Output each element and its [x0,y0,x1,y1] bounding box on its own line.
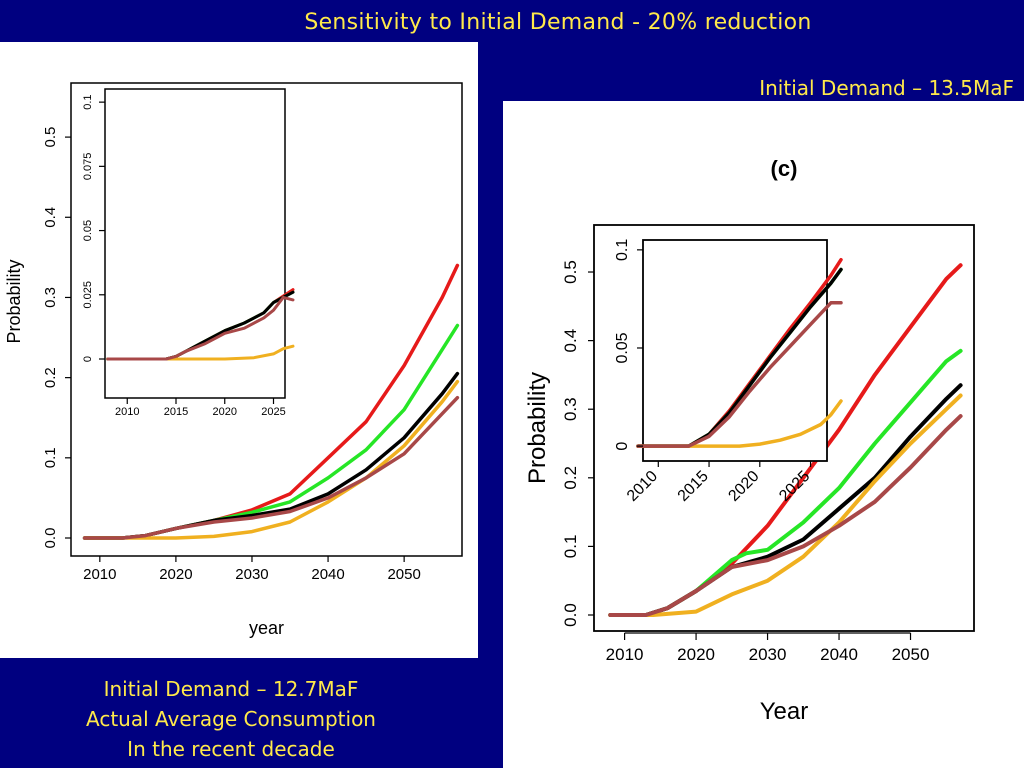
caption-line-consumption: Actual Average Consumption [86,707,376,731]
left-inset-ytick-label: 0.05 [82,220,94,241]
left-inset-ytick-label: 0.075 [82,153,94,181]
left-main-ytick-label: 0.0 [42,528,59,549]
left-main-ytick-label: 0.5 [42,127,59,148]
left-inset-ytick-label: 0.025 [82,281,94,309]
right-inset-ytick-label: 0.05 [614,332,631,363]
right-inset-ytick-label: 0 [614,442,631,451]
right-main-xtick-label: 2050 [892,645,930,664]
left-inset-plot-frame [104,88,286,399]
left-inset-series-brown-line [106,295,295,361]
right-inset-plot-frame [642,239,828,462]
left-main-series-brown-line [82,395,460,540]
left-main-xtick-label: 2040 [311,566,344,583]
right-main-ytick-label: 0.3 [561,397,580,421]
left-main-ytick-label: 0.1 [42,447,59,468]
right-main-xtick-label: 2010 [606,645,644,664]
caption-line-demand: Initial Demand – 12.7MaF [103,677,359,701]
left-main-ytick-label: 0.3 [42,287,59,308]
left-main-xtick-label: 2050 [387,566,420,583]
right-main-ytick-label: 0.2 [561,466,580,490]
left-chart-caption: Initial Demand – 12.7MaF Actual Average … [0,674,462,764]
left-chart-svg: 2010 2020 2030 2040 2050 0.0 0.1 0.2 0.3 0.4 0.5 ye… [4,82,463,638]
left-main-plot-frame [70,82,463,557]
left-inset-chart: 2010 2015 2020 2025 0 0.025 0.05 0.075 0.1 [82,88,295,418]
right-inset-series-brown-line [636,301,843,448]
left-chart-panel: 2010 2020 2030 2040 2050 0.0 0.1 0.2 0.3 0.4 0.5 ye… [0,42,478,658]
caption-line-decade: In the recent decade [127,737,335,761]
right-main-xtick-label: 2040 [820,645,858,664]
left-inset-series-orange-line [106,344,295,361]
left-main-series-orange-line [82,379,460,540]
right-inset-ytick-label: 0.1 [614,239,631,261]
left-main-ytick-label: 0.2 [42,367,59,388]
right-main-ytick-label: 0.0 [561,603,580,627]
right-inset-xtick-label: 2010 [624,468,661,505]
left-inset-xtick-label: 2020 [213,406,237,418]
right-inset-xtick-label: 2015 [675,468,712,505]
right-main-series-brown-line [608,414,963,617]
right-main-ytick-label: 0.1 [561,535,580,559]
left-main-xtick-label: 2030 [235,566,268,583]
right-chart-panel: 2010 2020 2030 2040 2050 0.0 0.1 0.2 0.3 0.4 0.5 Ye… [503,101,1024,768]
right-inset-series-orange-line [636,399,843,448]
left-main-xtick-label: 2020 [159,566,192,583]
left-inset-xtick-label: 2025 [261,406,285,418]
right-main-xtick-label: 2030 [749,645,787,664]
right-chart-caption: Initial Demand – 13.5MaF [759,76,1014,100]
slide-title: Sensitivity to Initial Demand - 20% redu… [304,10,812,35]
left-inset-ytick-label: 0.1 [82,94,94,109]
left-inset-xtick-label: 2015 [164,406,188,418]
left-main-ytick-label: 0.4 [42,207,59,228]
right-main-x-axis-title: Year [760,698,809,725]
left-inset-xtick-label: 2010 [115,406,139,418]
right-inset-xtick-label: 2020 [725,468,762,505]
left-main-y-axis-title: Probability [4,259,24,343]
right-main-chart-title: (c) [771,156,798,181]
right-main-chart: 2010 2020 2030 2040 2050 0.0 0.1 0.2 0.3 0.4 0.5 Ye… [524,156,975,725]
right-chart-svg: 2010 2020 2030 2040 2050 0.0 0.1 0.2 0.3 0.4 0.5 Ye… [524,156,975,725]
left-inset-ytick-label: 0 [82,356,94,362]
right-main-plot-frame [593,224,975,632]
left-main-xtick-label: 2010 [83,566,116,583]
right-main-xtick-label: 2020 [677,645,715,664]
left-main-chart: 2010 2020 2030 2040 2050 0.0 0.1 0.2 0.3 0.4 0.5 ye… [4,82,463,638]
right-main-series-orange-line [608,393,963,617]
right-main-ytick-label: 0.4 [561,329,580,353]
left-main-x-axis-title: year [249,618,284,638]
right-main-y-axis-title: Probability [524,372,551,484]
right-main-ytick-label: 0.5 [561,260,580,284]
